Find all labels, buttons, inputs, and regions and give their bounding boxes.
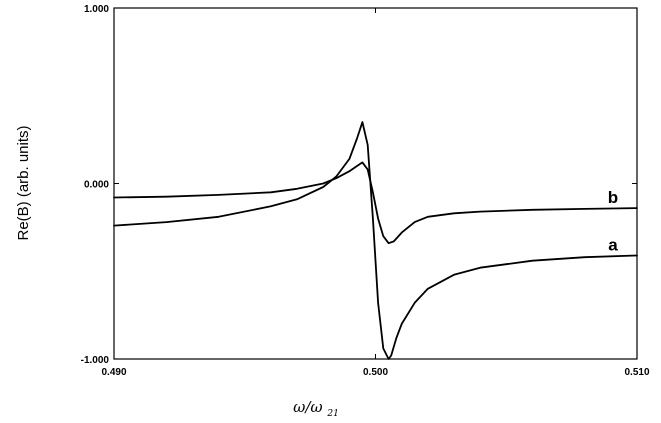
series-line-b xyxy=(113,161,638,245)
x-axis-title-subscript: 21 xyxy=(326,409,338,419)
y-tick-label: -1.000 xyxy=(81,355,110,366)
x-tick-label: 0.490 xyxy=(101,367,126,378)
axes: -1.000 0.000 1.000 0.490 0.500 0.510 xyxy=(81,4,650,378)
y-axis-title: Re(B) (arb. units) xyxy=(15,125,32,240)
plot-frame xyxy=(113,7,638,360)
series-label-b: b xyxy=(608,188,618,207)
y-tick-label: 1.000 xyxy=(84,4,109,15)
x-axis-title: ω/ω 21 xyxy=(293,398,339,419)
series-layer: ab xyxy=(113,121,638,360)
y-tick-label: 0.000 xyxy=(84,180,109,191)
x-tick-label: 0.500 xyxy=(363,367,388,378)
x-axis-title-main: ω/ω xyxy=(293,398,323,416)
series-label-a: a xyxy=(608,235,618,254)
x-tick-label: 0.510 xyxy=(624,367,649,378)
series-line-a xyxy=(113,121,638,360)
